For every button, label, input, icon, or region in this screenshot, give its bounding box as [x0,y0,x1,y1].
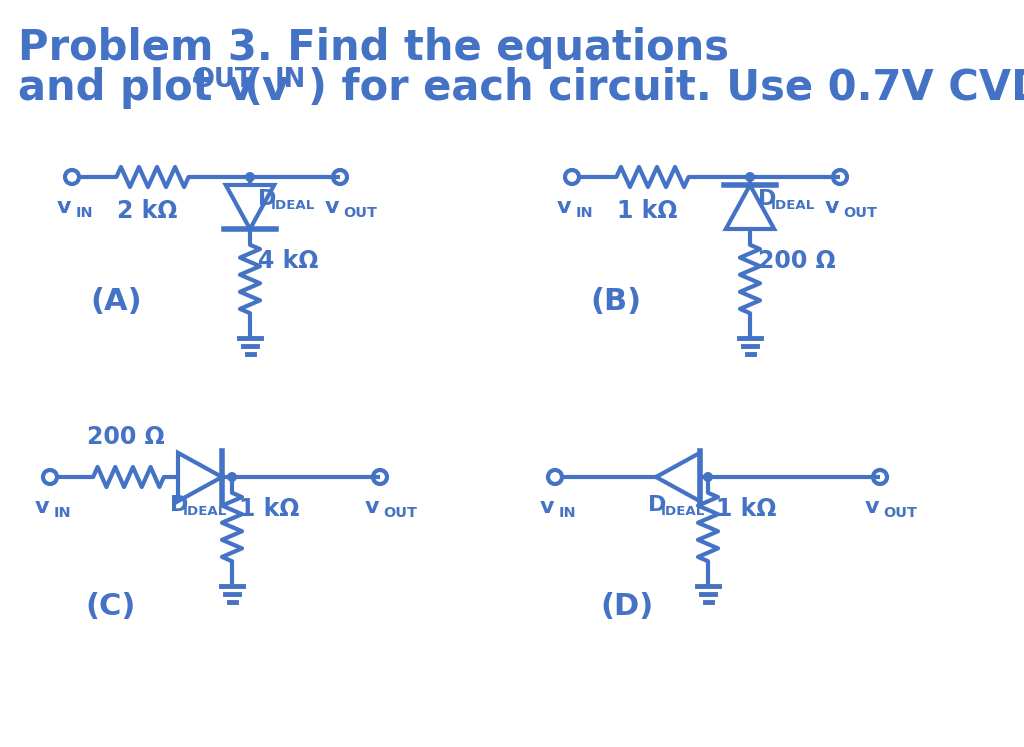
Text: 1 kΩ: 1 kΩ [716,497,776,521]
Text: OUT: OUT [883,506,918,520]
Text: D: D [258,189,276,209]
Circle shape [245,172,255,182]
Text: IN: IN [75,205,93,220]
Text: IDEAL: IDEAL [770,199,815,211]
Text: IDEAL: IDEAL [270,199,314,211]
Text: IN: IN [275,67,306,93]
Text: (D): (D) [600,592,653,621]
Text: 1 kΩ: 1 kΩ [239,497,299,521]
Circle shape [703,472,713,482]
Text: 2 kΩ: 2 kΩ [117,199,177,223]
Text: (B): (B) [590,287,641,316]
Text: Problem 3. Find the equations: Problem 3. Find the equations [18,27,729,69]
Text: (v: (v [243,67,289,109]
Text: and plot v: and plot v [18,67,254,109]
Text: (C): (C) [85,592,135,621]
Text: 200 Ω: 200 Ω [87,425,165,449]
Text: D: D [170,495,188,515]
Text: D: D [648,495,667,515]
Text: IN: IN [53,506,71,520]
Text: v: v [540,497,554,517]
Text: OUT: OUT [193,67,254,93]
Text: v: v [365,497,379,517]
Circle shape [745,172,755,182]
Text: 200 Ω: 200 Ω [758,249,836,273]
Text: 1 kΩ: 1 kΩ [617,199,677,223]
Text: IN: IN [558,506,575,520]
Text: v: v [56,197,72,217]
Text: v: v [325,197,339,217]
Text: IN: IN [575,205,593,220]
Text: 4 kΩ: 4 kΩ [258,249,318,273]
Text: IDEAL: IDEAL [182,504,226,518]
Text: v: v [557,197,571,217]
Text: IDEAL: IDEAL [660,504,705,518]
Text: OUT: OUT [343,205,377,220]
Text: (A): (A) [90,287,141,316]
Text: OUT: OUT [843,205,878,220]
Text: v: v [824,197,840,217]
Text: v: v [35,497,49,517]
Text: v: v [864,497,880,517]
Text: D: D [758,189,776,209]
Text: OUT: OUT [383,506,417,520]
Circle shape [227,472,237,482]
Text: ) for each circuit. Use 0.7V CVD.: ) for each circuit. Use 0.7V CVD. [308,67,1024,109]
